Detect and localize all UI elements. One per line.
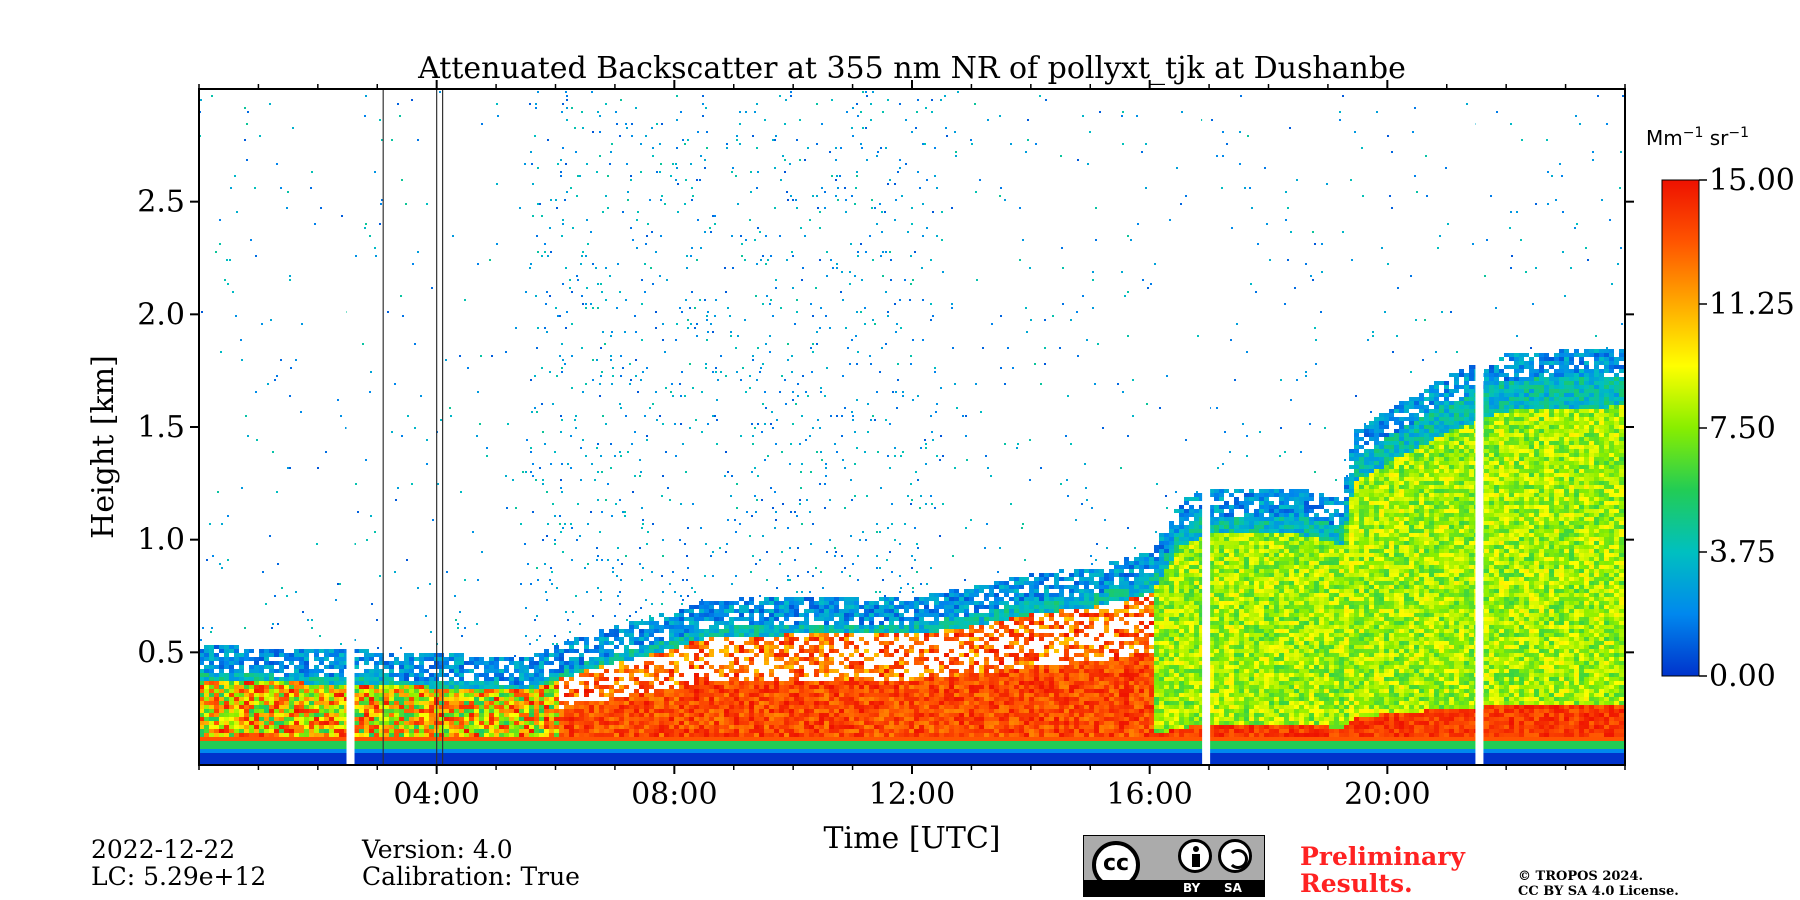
- preliminary-notice: Preliminary Results.: [1300, 843, 1465, 897]
- y-tick-label: 1.0: [137, 523, 185, 558]
- data-gap: [346, 89, 355, 765]
- colorbar-tick-label: 11.25: [1709, 287, 1795, 322]
- copyright-line2: CC BY SA 4.0 License.: [1518, 884, 1679, 899]
- footer-version-block: Version: 4.0 Calibration: True: [362, 836, 580, 890]
- sa-share-alike-icon: [1218, 839, 1252, 873]
- y-axis-label: Height [km]: [86, 355, 121, 539]
- colorbar-tick-label: 7.50: [1709, 411, 1776, 446]
- x-tick-label: 08:00: [631, 777, 717, 812]
- heatmap-cells: [199, 91, 1625, 765]
- data-gap: [1475, 89, 1484, 765]
- by-label: BY: [1183, 881, 1201, 895]
- cc-license-badge: cc BY SA: [1083, 835, 1265, 897]
- colorbar-gradient: [1661, 179, 1700, 677]
- sa-label: SA: [1224, 881, 1242, 895]
- by-attribution-icon: [1178, 839, 1212, 873]
- data-gaps: [346, 89, 1484, 765]
- x-tick-label: 04:00: [393, 777, 479, 812]
- license-bar: [1084, 880, 1264, 896]
- y-tick-label: 0.5: [137, 635, 185, 670]
- y-tick-label: 2.5: [137, 185, 185, 220]
- preliminary-line1: Preliminary: [1300, 842, 1465, 871]
- colorbar-tick-label: 0.00: [1709, 659, 1776, 694]
- colorbar-unit: Mm−1 sr−1: [1646, 125, 1749, 150]
- colorbar-tick-label: 3.75: [1709, 535, 1776, 570]
- data-gap: [1202, 89, 1211, 765]
- copyright-line1: © TROPOS 2024.: [1518, 869, 1644, 884]
- colorbar: Mm−1 sr−1 15.00 11.25 7.50 3.75 0.00: [1646, 125, 1795, 694]
- x-tick-label: 16:00: [1106, 777, 1192, 812]
- x-tick-label: 12:00: [869, 777, 955, 812]
- preliminary-line2: Results.: [1300, 869, 1413, 898]
- footer-lc: LC: 5.29e+12: [91, 862, 267, 891]
- x-tick-label: 20:00: [1344, 777, 1430, 812]
- copyright-notice: © TROPOS 2024. CC BY SA 4.0 License.: [1518, 869, 1679, 899]
- axis-ticks: 04:00 08:00 12:00 16:00 20:00 0.5 1.0 1.5 2.0 2.5: [137, 80, 1634, 812]
- chart-title: Attenuated Backscatter at 355 nm NR of p…: [417, 51, 1406, 86]
- instrument-lines: [382, 89, 444, 765]
- plot-area: [199, 89, 1625, 765]
- footer-date-block: 2022-12-22 LC: 5.29e+12: [91, 836, 266, 890]
- y-tick-label: 1.5: [137, 410, 185, 445]
- colorbar-tick-label: 15.00: [1709, 163, 1795, 198]
- footer-date: 2022-12-22: [91, 835, 236, 864]
- y-tick-label: 2.0: [137, 297, 185, 332]
- footer-version: Version: 4.0: [362, 835, 513, 864]
- footer-calibration: Calibration: True: [362, 862, 580, 891]
- x-axis-label: Time [UTC]: [824, 821, 1001, 856]
